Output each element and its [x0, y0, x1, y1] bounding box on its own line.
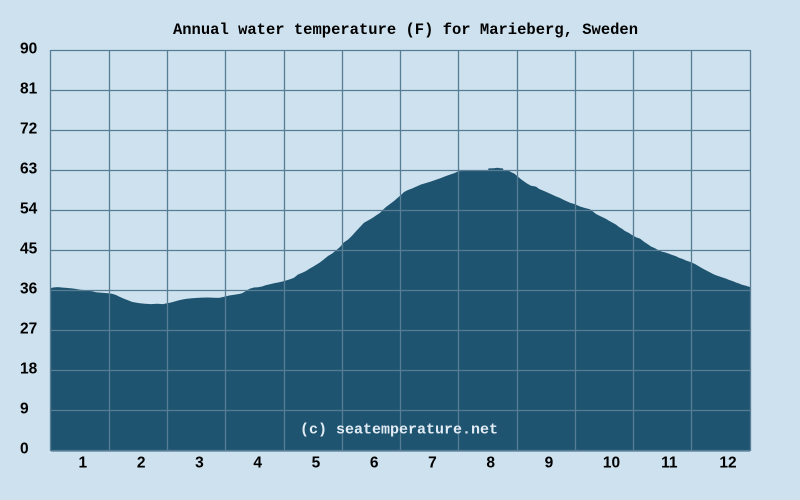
svg-text:63: 63 [20, 161, 38, 178]
svg-text:11: 11 [661, 455, 678, 472]
svg-text:12: 12 [719, 455, 736, 472]
svg-text:(c) seatemperature.net: (c) seatemperature.net [300, 422, 498, 439]
svg-text:9: 9 [20, 401, 29, 418]
svg-text:1: 1 [79, 455, 88, 472]
svg-text:36: 36 [20, 281, 38, 298]
svg-text:54: 54 [20, 201, 38, 218]
svg-text:Annual water temperature (F) f: Annual water temperature (F) for Mariebe… [173, 21, 638, 39]
svg-text:5: 5 [312, 455, 321, 472]
svg-text:7: 7 [428, 455, 437, 472]
svg-text:72: 72 [20, 121, 37, 138]
svg-text:27: 27 [20, 321, 37, 338]
svg-text:3: 3 [195, 455, 204, 472]
svg-text:8: 8 [486, 455, 495, 472]
svg-text:0: 0 [20, 441, 29, 458]
svg-text:18: 18 [20, 361, 38, 378]
svg-text:4: 4 [253, 455, 262, 472]
svg-text:6: 6 [370, 455, 379, 472]
svg-text:81: 81 [20, 81, 38, 98]
svg-text:9: 9 [545, 455, 554, 472]
svg-text:2: 2 [137, 455, 146, 472]
svg-text:90: 90 [20, 41, 37, 58]
svg-text:10: 10 [603, 455, 620, 472]
svg-text:45: 45 [20, 241, 38, 258]
